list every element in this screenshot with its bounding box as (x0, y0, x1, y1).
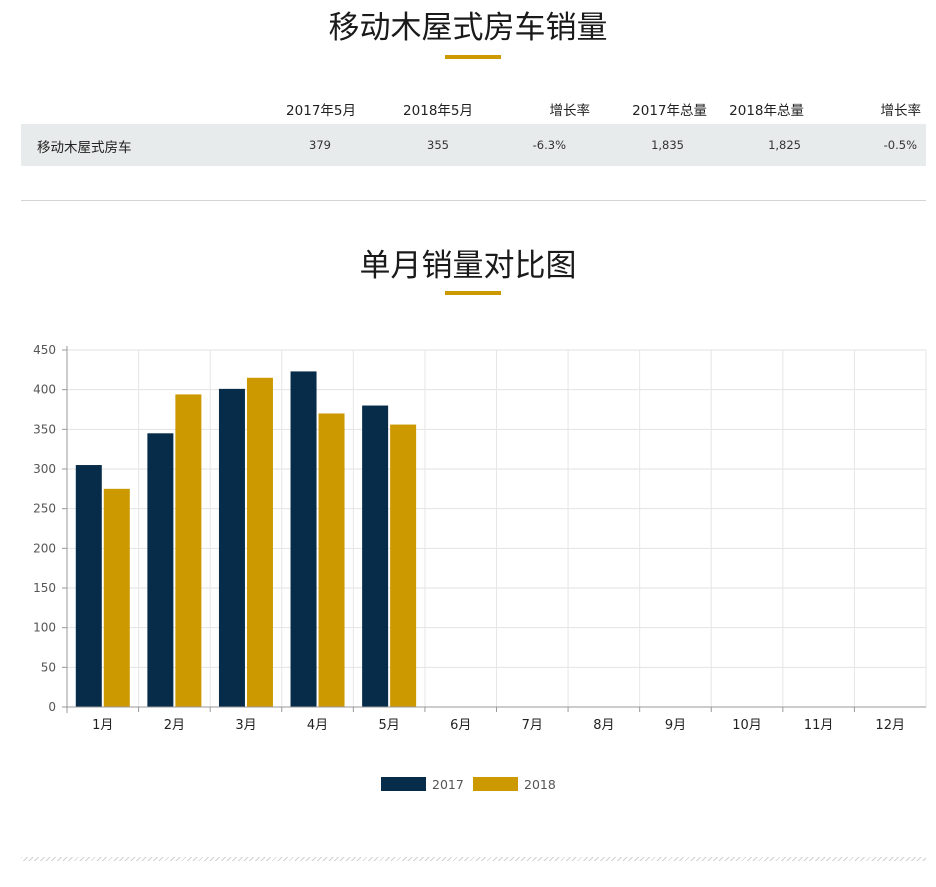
y-tick-label: 450 (33, 343, 56, 357)
legend-label-2017: 2017 (432, 777, 464, 792)
cell-growth-total: -0.5% (883, 138, 917, 152)
bar-2018-4月[interactable] (318, 413, 345, 707)
chart-grid (66, 349, 927, 708)
y-tick-label: 350 (33, 422, 56, 436)
column-header-growth-total: 增长率 (880, 103, 922, 119)
bar-2017-2月[interactable] (147, 433, 174, 707)
bar-2017-1月[interactable] (75, 465, 102, 707)
x-tick-label: 11月 (804, 718, 834, 733)
column-header-growth-month: 增长率 (549, 103, 591, 119)
x-tick-label: 1月 (92, 718, 113, 733)
cell-total-2017: 1,835 (651, 138, 684, 152)
title-underline (445, 55, 501, 59)
legend-label-2018: 2018 (524, 777, 556, 792)
chart-bars (75, 371, 417, 707)
chart-legend: 2017 2018 (381, 777, 556, 792)
y-tick-label: 200 (33, 541, 56, 555)
x-tick-label: 7月 (522, 718, 543, 733)
bar-2018-1月[interactable] (103, 488, 130, 707)
cell-may-2018: 355 (427, 138, 449, 152)
y-tick-label: 250 (33, 502, 56, 516)
legend-item-2018[interactable]: 2018 (473, 777, 556, 792)
chart-title: 单月销量对比图 (359, 248, 577, 284)
table-header-row: 2017年5月 2018年5月 增长率 2017年总量 2018年总量 增长率 (21, 92, 926, 124)
column-header-may-2018: 2018年5月 (403, 103, 473, 119)
bottom-dashed-rule (21, 857, 926, 861)
x-tick-label: 5月 (378, 718, 399, 733)
column-header-total-2018: 2018年总量 (729, 103, 804, 119)
bar-2017-5月[interactable] (362, 405, 389, 707)
x-tick-label: 2月 (164, 718, 185, 733)
bar-2017-4月[interactable] (290, 371, 317, 707)
x-tick-label: 9月 (665, 718, 686, 733)
row-name: 移动木屋式房车 (37, 140, 132, 156)
x-tick-label: 4月 (307, 718, 328, 733)
y-tick-label: 50 (41, 660, 56, 674)
monthly-sales-bar-chart: 0 50 100 150 200 250 300 350 400 450 1月 2月 3月 4月 5月 6月 7… (33, 343, 927, 792)
y-tick-label: 150 (33, 581, 56, 595)
column-header-total-2017: 2017年总量 (632, 103, 707, 119)
x-tick-label: 8月 (593, 718, 614, 733)
page-title: 移动木屋式房车销量 (328, 10, 608, 46)
bar-2018-3月[interactable] (246, 377, 273, 707)
chart-axes: 0 50 100 150 200 250 300 350 400 450 1月 2月 3月 4月 5月 6月 7… (33, 343, 926, 733)
column-header-may-2017: 2017年5月 (286, 103, 356, 119)
section-divider (21, 200, 926, 201)
x-tick-label: 12月 (875, 718, 905, 733)
x-tick-label: 3月 (235, 718, 256, 733)
cell-growth-month: -6.3% (532, 138, 566, 152)
legend-swatch-2018 (473, 777, 518, 791)
x-tick-label: 10月 (732, 718, 762, 733)
bar-2018-2月[interactable] (175, 394, 202, 707)
legend-swatch-2017 (381, 777, 426, 791)
cell-may-2017: 379 (309, 138, 331, 152)
y-tick-label: 100 (33, 621, 56, 635)
bar-2018-5月[interactable] (390, 424, 417, 707)
y-tick-label: 400 (33, 383, 56, 397)
cell-total-2018: 1,825 (768, 138, 801, 152)
table-row: 移动木屋式房车 379 355 -6.3% 1,835 1,825 -0.5% (21, 124, 926, 166)
chart-title-underline (445, 291, 501, 295)
y-tick-label: 0 (48, 700, 56, 714)
bar-2017-3月[interactable] (218, 388, 245, 707)
legend-item-2017[interactable]: 2017 (381, 777, 464, 792)
y-tick-label: 300 (33, 462, 56, 476)
x-tick-label: 6月 (450, 718, 471, 733)
